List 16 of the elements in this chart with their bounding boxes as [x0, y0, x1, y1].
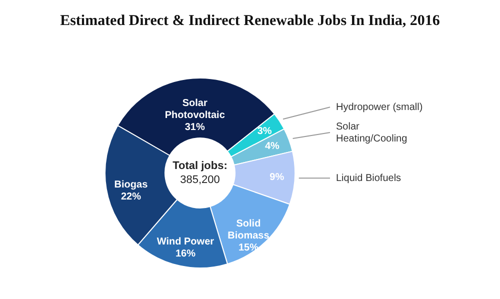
- slice-label: Biogas: [114, 180, 148, 191]
- slice-label: Wind Power: [156, 236, 214, 248]
- chart-title: Estimated Direct & Indirect Renewable Jobs In India, 2016: [60, 13, 440, 29]
- slice-label: Liquid Biofuels: [336, 173, 402, 184]
- slice-label: Hydropower (small): [336, 102, 423, 114]
- data-label: 9%: [270, 172, 284, 184]
- slice-label: Solar Photovoltaic: [164, 98, 226, 122]
- slice-label: Solar Heating/Cooling: [336, 121, 408, 144]
- slice-label: Solid Biomass: [228, 218, 270, 242]
- data-label: 4%: [264, 141, 280, 152]
- data-label: 22%: [120, 192, 142, 203]
- data-label: 16%: [175, 248, 196, 260]
- text: 385,200: [180, 174, 220, 186]
- text: Total jobs:: [172, 160, 228, 172]
- data-label: 31%: [184, 122, 205, 134]
- data-label: 3%: [257, 126, 272, 138]
